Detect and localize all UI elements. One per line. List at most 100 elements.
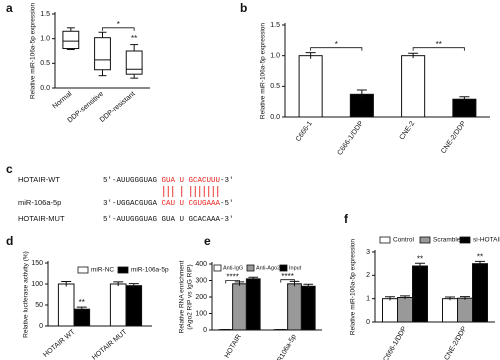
- significance-label: *: [335, 40, 338, 49]
- significance-bracket: [280, 279, 295, 283]
- significance-bracket: [225, 280, 240, 284]
- significance-bracket: [412, 47, 465, 51]
- x-tick-label: C666-1/DDP: [337, 120, 366, 157]
- x-tick-label: CNE-2: [398, 120, 416, 141]
- x-tick-label: HOTAIR WT: [42, 328, 77, 359]
- y-tick-label: 100: [195, 310, 207, 317]
- legend-swatch: [117, 266, 129, 274]
- bar: [442, 298, 458, 323]
- error-bar: [460, 296, 470, 300]
- bar: [232, 283, 247, 331]
- error-bar: [459, 96, 470, 102]
- significance-label: *: [117, 20, 120, 29]
- x-tick-label: C666-1/DDP: [382, 325, 408, 360]
- y-tick-label: 2: [366, 272, 370, 279]
- y-tick-label: 0.5: [40, 60, 50, 67]
- panel-label: e: [204, 234, 211, 248]
- legend-swatch: [279, 264, 288, 272]
- bar: [412, 265, 428, 323]
- significance-label: **: [436, 40, 442, 49]
- legend-label: Input: [289, 265, 302, 271]
- y-axis-label: Relative miR-106a-5p expression: [30, 3, 37, 99]
- bar: [245, 278, 261, 331]
- y-axis-label: Relative miR-106a-5p expression: [350, 239, 357, 335]
- bar: [472, 263, 488, 323]
- error-bar: [61, 280, 72, 287]
- error-bar: [445, 296, 455, 301]
- legend-label: Anti-IgG: [223, 265, 243, 271]
- legend-label: Scramble: [433, 237, 461, 244]
- bar: [401, 55, 426, 118]
- legend-label: miR-106a-5p: [131, 267, 169, 274]
- sequence-name: HOTAIR-MUT: [18, 214, 65, 223]
- y-tick-label: 3: [366, 249, 370, 256]
- sequence-part: GUA U GCACUUU: [162, 177, 221, 185]
- sequence-part: 3'-UGGACGUGA: [103, 200, 162, 208]
- significance-label: **: [131, 34, 137, 43]
- sequence-name: HOTAIR-WT: [18, 175, 60, 184]
- sequence-part: -3': [220, 177, 234, 185]
- bar: [300, 285, 316, 331]
- error-bar: [400, 295, 410, 300]
- significance-label: **: [477, 253, 483, 262]
- panel-label: b: [240, 1, 247, 15]
- bar: [382, 298, 398, 323]
- x-tick-label: HOTAIR MUT: [91, 328, 129, 360]
- y-tick-label: 50: [35, 302, 43, 309]
- error-bar: [305, 52, 316, 59]
- error-bar: [385, 296, 395, 301]
- legend-label: miR-NC: [91, 267, 114, 274]
- y-tick-label: 1: [366, 296, 370, 303]
- y-axis-label: Relative luciferase activity (%): [23, 251, 30, 338]
- legend-label: si-HOTAIR: [473, 237, 500, 244]
- bar: [73, 308, 91, 327]
- sequence-part: -5': [220, 200, 234, 208]
- panel-label: f: [344, 212, 349, 226]
- legend-swatch: [459, 236, 471, 244]
- y-tick-label: 1.5: [40, 11, 50, 18]
- significance-label: ****: [281, 272, 293, 281]
- x-tick-label: HOTAIR: [224, 333, 243, 359]
- x-tick-label: CNE-2/DDP: [440, 120, 468, 155]
- error-bar: [408, 52, 419, 59]
- sequence: 5'-AUUGGGUAG GUA U GCACAAA-3': [103, 216, 234, 224]
- panel-label: c: [6, 162, 13, 176]
- legend-swatch: [379, 236, 391, 244]
- error-bar: [76, 306, 87, 312]
- legend-label: Control: [393, 237, 415, 244]
- sequence: 3'-UGGACGUGA CAU U CGUGAAA-5': [103, 200, 234, 208]
- bar: [125, 285, 143, 327]
- error-bar: [356, 89, 367, 99]
- y-tick-label: 0: [39, 323, 43, 330]
- y-tick-label: 150: [31, 260, 43, 267]
- panel-label: a: [6, 1, 13, 15]
- y-tick-label: 0.0: [40, 85, 50, 92]
- y-tick-label: 1.5: [270, 22, 280, 29]
- y-tick-label: 0.5: [270, 83, 280, 90]
- bar: [57, 283, 75, 327]
- y-axis-label: Relative miR-106a-5p expression: [260, 23, 267, 119]
- legend-swatch: [246, 264, 255, 272]
- bar: [298, 55, 323, 118]
- significance-label: **: [417, 255, 423, 264]
- box: [94, 37, 111, 71]
- error-bar: [475, 260, 485, 266]
- panel-label: d: [6, 234, 13, 248]
- x-tick-label: Normal: [52, 90, 74, 110]
- y-tick-label: 400: [195, 261, 207, 268]
- error-bar: [128, 283, 139, 288]
- bar: [109, 283, 127, 327]
- sequence-name: miR-106a-5p: [18, 198, 61, 207]
- sequence: 5'-AUUGGGUAG GUA U GCACUUU-3': [103, 177, 234, 185]
- legend-swatch: [419, 236, 431, 244]
- error-bar: [113, 281, 124, 287]
- y-tick-label: 0: [203, 327, 207, 334]
- x-tick-label: CNE-2/DDP: [443, 325, 468, 360]
- y-axis-label: (Ago2 RIP vs IgG RIP): [187, 264, 194, 329]
- error-bar: [303, 283, 314, 289]
- x-tick-label: miR106a-5p: [273, 333, 298, 360]
- sequence-part: 5'-AUUGGGUAG GUA U GCACAAA-3': [103, 216, 234, 224]
- y-tick-label: 0.0: [270, 114, 280, 121]
- error-bar: [415, 262, 425, 269]
- box: [62, 30, 80, 50]
